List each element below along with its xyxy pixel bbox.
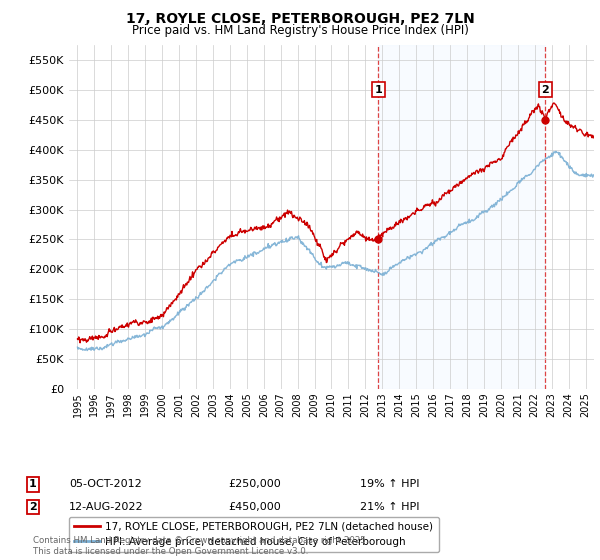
Text: £250,000: £250,000 [228, 479, 281, 489]
Text: 21% ↑ HPI: 21% ↑ HPI [360, 502, 419, 512]
Text: Price paid vs. HM Land Registry's House Price Index (HPI): Price paid vs. HM Land Registry's House … [131, 24, 469, 36]
Text: 19% ↑ HPI: 19% ↑ HPI [360, 479, 419, 489]
Legend: 17, ROYLE CLOSE, PETERBOROUGH, PE2 7LN (detached house), HPI: Average price, det: 17, ROYLE CLOSE, PETERBOROUGH, PE2 7LN (… [69, 517, 439, 552]
Text: 1: 1 [374, 85, 382, 95]
Bar [378, 45, 545, 389]
Text: 12-AUG-2022: 12-AUG-2022 [69, 502, 143, 512]
Text: £450,000: £450,000 [228, 502, 281, 512]
Text: 17, ROYLE CLOSE, PETERBOROUGH, PE2 7LN: 17, ROYLE CLOSE, PETERBOROUGH, PE2 7LN [125, 12, 475, 26]
Text: 05-OCT-2012: 05-OCT-2012 [69, 479, 142, 489]
Text: 2: 2 [541, 85, 549, 95]
Text: 2: 2 [29, 502, 37, 512]
Text: 1: 1 [29, 479, 37, 489]
Text: Contains HM Land Registry data © Crown copyright and database right 2025.
This d: Contains HM Land Registry data © Crown c… [33, 536, 368, 556]
